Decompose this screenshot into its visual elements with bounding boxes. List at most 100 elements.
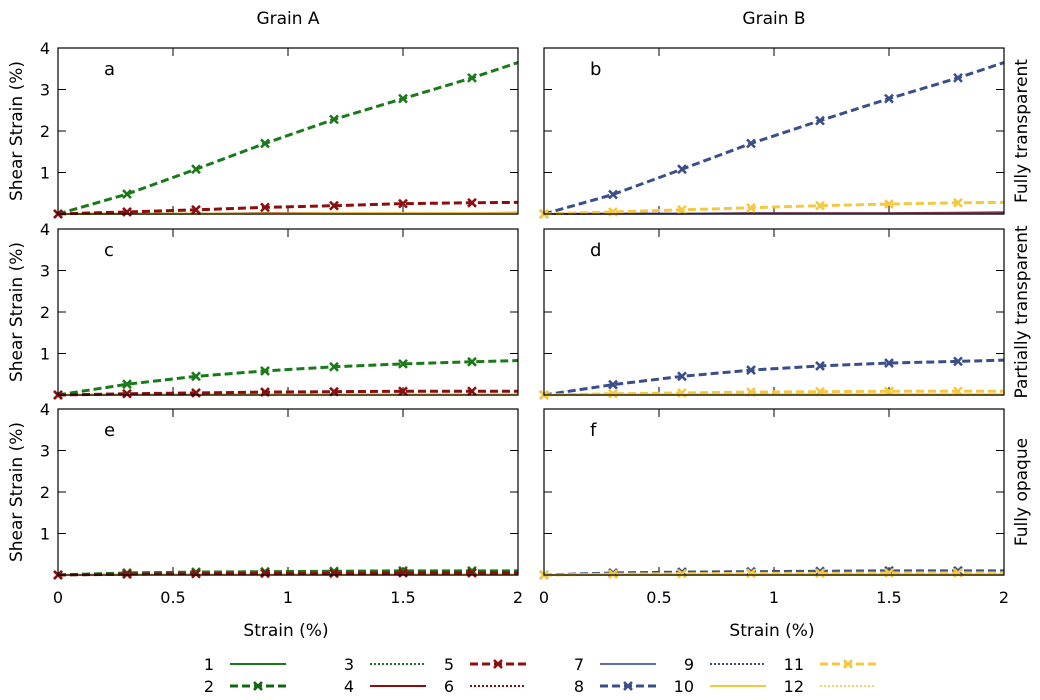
marker-stroke [122, 379, 132, 390]
marker-stroke [398, 386, 408, 397]
data-point [329, 114, 339, 125]
legend-entry-7: 7 [574, 655, 656, 674]
panel-a: 1 2 3 4 a [40, 39, 519, 219]
legend-entry-9: 9 [684, 655, 766, 674]
marker-stroke [253, 681, 263, 691]
data-point [815, 115, 825, 126]
data-point [884, 358, 894, 368]
series-line [57, 569, 518, 577]
marker-stroke [122, 388, 132, 399]
x-tick-label: 1.5 [876, 588, 901, 607]
series-8 [539, 61, 1005, 219]
data-point [398, 358, 408, 369]
marker-stroke [467, 356, 477, 367]
x-tick-label: 1 [769, 588, 779, 607]
y-tick-label: 4 [40, 220, 50, 239]
data-point [815, 386, 825, 397]
panel-letter: b [590, 59, 601, 80]
legend-label: 2 [204, 677, 214, 696]
series-line [543, 389, 1004, 397]
marker-stroke [884, 93, 894, 104]
series-line [57, 359, 519, 397]
data-point [953, 72, 963, 83]
data-point [953, 197, 963, 208]
legend-label: 6 [444, 677, 454, 696]
marker-stroke [953, 356, 963, 367]
data-point [260, 138, 270, 149]
x-tick-label: 1 [283, 588, 293, 607]
legend-entry-11: 11 [784, 655, 876, 674]
series-5 [53, 197, 519, 219]
data-point [398, 386, 408, 397]
marker-stroke [493, 659, 503, 669]
legend-entry-8: 8 [574, 677, 656, 696]
data-point [608, 388, 618, 399]
marker-stroke [746, 365, 756, 376]
data-point [329, 386, 339, 397]
panel-frame [543, 228, 1005, 396]
marker-stroke [815, 386, 825, 397]
data-point [677, 204, 687, 215]
marker-stroke [260, 138, 270, 149]
data-point [677, 568, 687, 579]
data-point [608, 379, 618, 390]
legend-marker [493, 659, 503, 669]
data-point [329, 568, 339, 579]
x-tick-label: 0 [53, 588, 63, 607]
marker-stroke [398, 198, 408, 209]
marker-stroke [953, 72, 963, 83]
data-point [122, 388, 132, 399]
panel-c: 1 2 3 4 c [40, 220, 519, 400]
legend-entry-6: 6 [444, 677, 526, 696]
panel-frame [57, 228, 519, 396]
panel-e: 1 2 3 4 0 0.5 1 1.5 2 e [40, 400, 523, 607]
marker-stroke [260, 202, 270, 213]
marker-stroke [608, 379, 618, 390]
marker-stroke [191, 568, 201, 579]
column-title: Grain A [256, 9, 319, 29]
marker-stroke [191, 204, 201, 215]
panel-frame [543, 47, 1005, 215]
y-tick-label: 3 [40, 442, 50, 461]
series-line [57, 61, 519, 216]
marker-stroke [191, 371, 201, 382]
legend-label: 5 [444, 655, 454, 674]
x-axis-label: Strain (%) [729, 621, 814, 641]
marker-stroke [329, 200, 339, 211]
legend-label: 4 [344, 677, 354, 696]
series-line [543, 358, 1005, 397]
row-label: Fully opaque [1012, 438, 1032, 546]
legend-entry-4: 4 [344, 677, 426, 696]
x-tick-label: 0 [539, 588, 549, 607]
series-11 [539, 568, 1004, 580]
legend-label: 3 [344, 655, 354, 674]
marker-stroke [843, 659, 853, 669]
x-tick-label: 0.5 [646, 588, 671, 607]
data-point [467, 386, 477, 397]
data-point [467, 72, 477, 83]
legend-label: 9 [684, 655, 694, 674]
data-point [884, 386, 894, 397]
data-point [191, 164, 201, 175]
legend-entry-1: 1 [204, 655, 286, 674]
marker-stroke [329, 361, 339, 372]
marker-stroke [260, 366, 270, 376]
legend-label: 8 [574, 677, 584, 696]
panel-frame [543, 408, 1005, 576]
series-line [543, 61, 1005, 216]
marker-stroke [398, 358, 408, 369]
y-axis-label: Shear Strain (%) [7, 61, 27, 201]
marker-stroke [884, 199, 894, 209]
panel-d: d [539, 228, 1005, 400]
panel-f: 0 0.5 1 1.5 2 f [539, 408, 1009, 607]
marker-stroke [815, 115, 825, 126]
panel-letter: d [590, 240, 601, 261]
data-point [815, 568, 825, 579]
data-point [953, 386, 963, 397]
data-point [746, 365, 756, 376]
data-point [677, 164, 687, 175]
legend-entry-10: 10 [674, 677, 766, 696]
marker-stroke [623, 681, 633, 691]
data-point [191, 568, 201, 579]
